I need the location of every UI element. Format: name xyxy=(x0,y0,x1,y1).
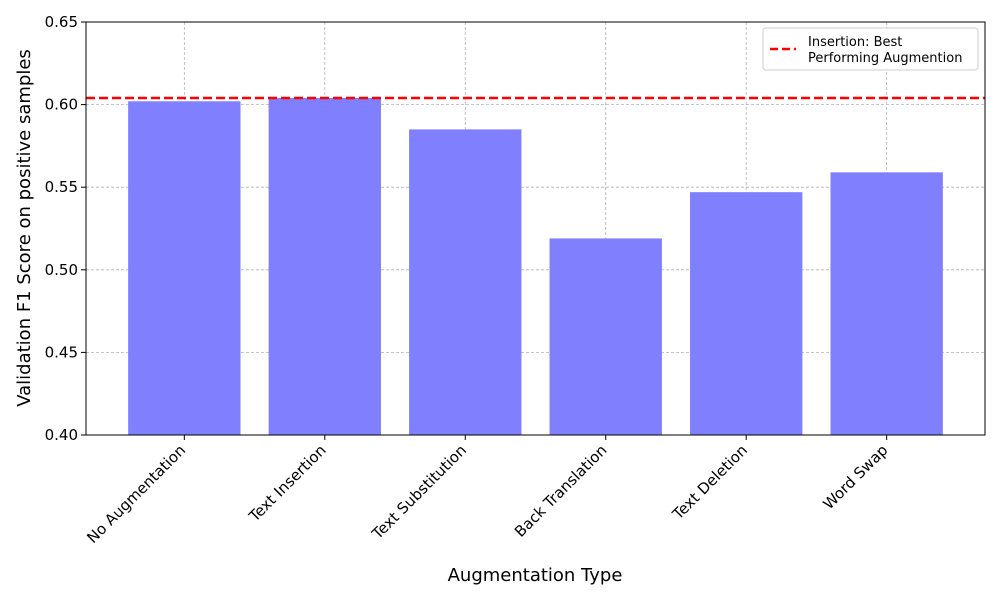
y-axis-title: Validation F1 Score on positive samples xyxy=(14,49,35,407)
bar-text-insertion xyxy=(268,97,381,435)
bar-text-deletion xyxy=(690,192,803,435)
bar-text-substitution xyxy=(409,129,522,435)
y-tick-label: 0.60 xyxy=(45,96,78,114)
y-tick-label: 0.50 xyxy=(45,261,78,279)
legend-box xyxy=(762,27,979,71)
bar-no-augmentation xyxy=(128,101,241,436)
x-tick-label: Text Substitution xyxy=(368,441,470,543)
y-tick-label: 0.45 xyxy=(45,343,78,361)
y-tick-label: 0.55 xyxy=(45,178,78,196)
y-axis-ticks: 0.40 0.45 0.50 0.55 0.60 0.65 xyxy=(45,13,86,444)
x-tick-label: Back Translation xyxy=(511,441,611,541)
bar-back-translation xyxy=(549,238,662,435)
x-axis-ticks: No Augmentation Text Insertion Text Substi… xyxy=(83,435,892,547)
plot-frame xyxy=(85,21,986,436)
x-tick-label: No Augmentation xyxy=(83,441,189,547)
bar-word-swap xyxy=(830,172,943,435)
legend-label-line-1: Insertion: Best xyxy=(808,35,902,50)
legend-label-line-2: Performing Augmention xyxy=(808,51,962,66)
x-tick-label: Word Swap xyxy=(819,441,891,513)
y-tick-label: 0.40 xyxy=(45,426,78,444)
legend: Insertion: Best Performing Augmention xyxy=(762,27,979,71)
x-tick-label: Text Deletion xyxy=(668,441,751,524)
bars-group xyxy=(128,97,943,436)
x-tick-label: Text Insertion xyxy=(245,441,330,526)
x-axis-title: Augmentation Type xyxy=(448,565,623,586)
y-tick-label: 0.65 xyxy=(45,13,78,31)
